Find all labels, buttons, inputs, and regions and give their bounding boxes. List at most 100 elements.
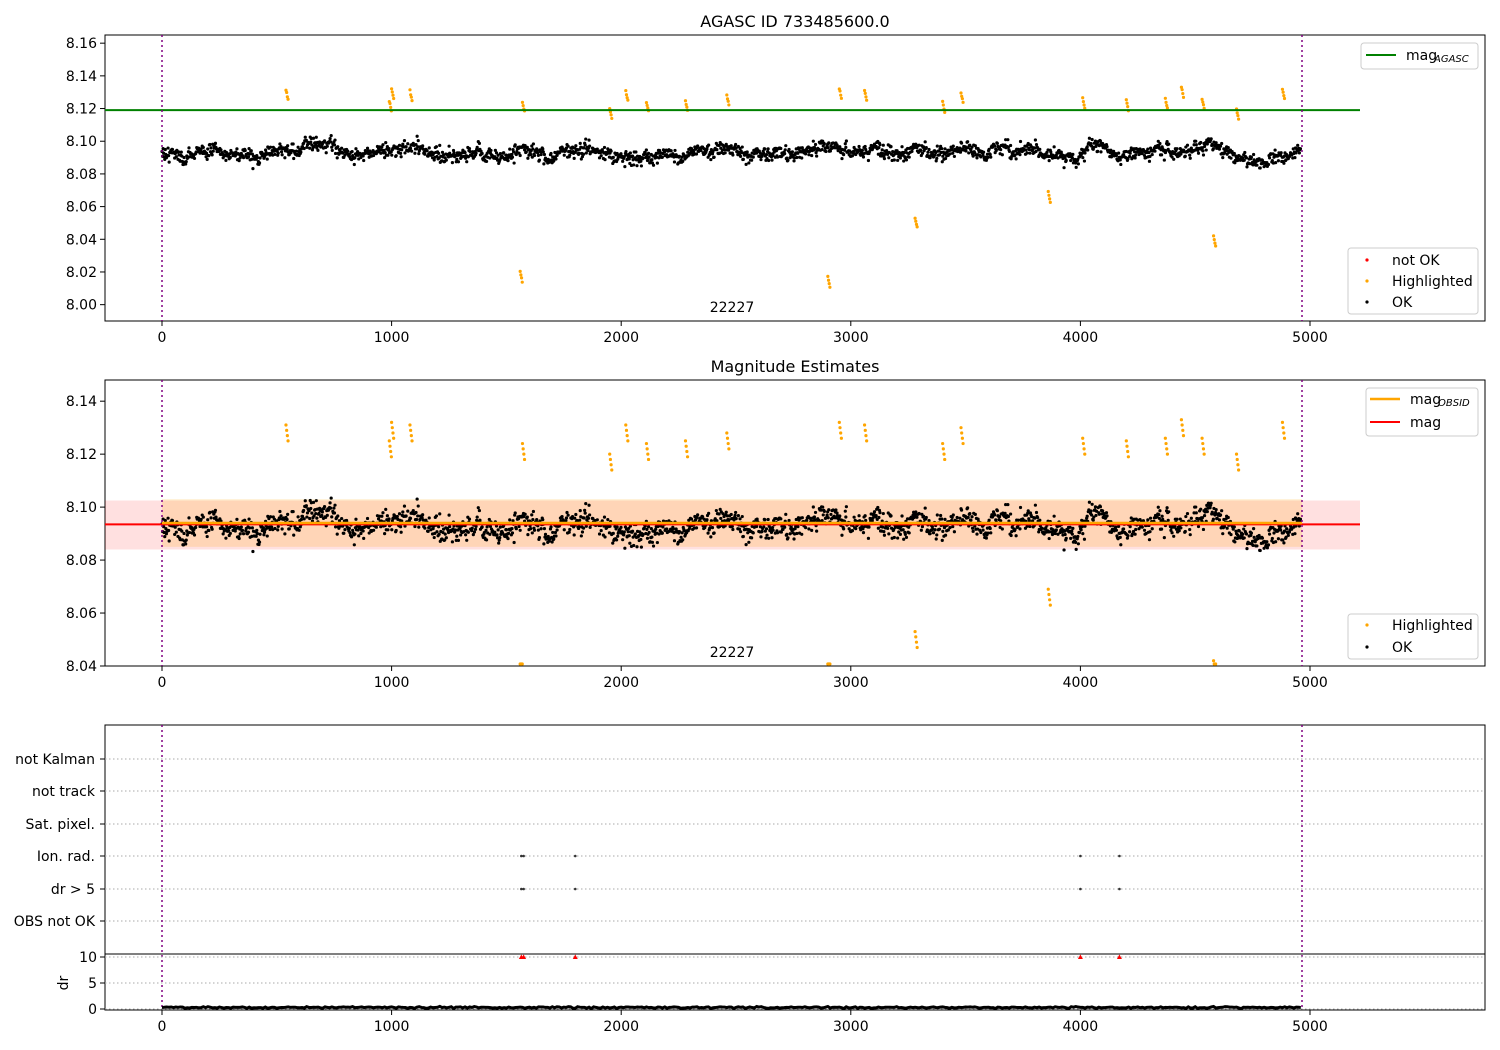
xtick-label: 1000 (374, 330, 410, 346)
ion-rad-flag (1079, 854, 1082, 858)
highlighted-point (727, 103, 731, 107)
highlighted-point (915, 645, 919, 650)
highlighted-point (521, 447, 525, 451)
highlighted-point (410, 439, 414, 443)
flag-label: Ion. rad. (37, 849, 95, 865)
highlighted-point (1164, 100, 1168, 104)
ytick-label: 8.14 (66, 69, 97, 85)
highlighted-point (645, 447, 649, 451)
highlighted-point (389, 449, 393, 454)
highlighted-point (1201, 441, 1205, 446)
highlighted-point (624, 428, 629, 432)
legend-mag-agasc: mag (1406, 48, 1437, 64)
panel2-xticks: 0 1000 2000 3000 4000 5000 (158, 666, 1328, 691)
highlighted-point (1212, 238, 1216, 242)
highlighted-point (608, 452, 612, 456)
highlighted-point (960, 97, 964, 101)
highlighted-point (862, 423, 867, 427)
highlighted-point (839, 96, 843, 100)
ytick-label: 8.00 (66, 298, 97, 314)
highlighted-point (864, 95, 868, 99)
ytick-label: 8.04 (66, 659, 97, 675)
highlighted-point (1165, 452, 1170, 456)
panel1-obsid-label: 22227 (710, 300, 755, 316)
highlighted-point (1125, 444, 1129, 448)
highlighted-point (1083, 106, 1087, 110)
highlighted-point (284, 423, 288, 427)
highlighted-point (685, 105, 689, 109)
panel2-yticks: 8.04 8.06 8.08 8.10 8.12 8.14 (66, 394, 105, 675)
panel2-points (160, 418, 1303, 666)
panel1-legend-bottom: not OK Highlighted OK (1347, 247, 1479, 315)
highlighted-point (520, 662, 524, 666)
highlighted-point (1211, 234, 1216, 238)
panel-flags: not Kalman not track Sat. pixel. Ion. rad. d… (14, 724, 1486, 1010)
legend2-highlighted: Highlighted (1392, 618, 1473, 634)
highlighted-point (941, 103, 945, 107)
highlighted-point (1126, 105, 1130, 109)
highlighted-point (838, 89, 842, 93)
highlighted-point (285, 428, 289, 432)
highlighted-point (1213, 241, 1217, 245)
highlighted-point (826, 278, 831, 282)
highlighted-point (827, 282, 831, 286)
highlighted-point (684, 102, 688, 107)
highlighted-point (610, 116, 614, 121)
highlighted-point (522, 452, 526, 456)
xtick-label: 4000 (1063, 330, 1099, 346)
highlighted-point (727, 447, 731, 451)
highlighted-point (1164, 441, 1168, 446)
panel3-axes (104, 724, 1486, 955)
highlighted-point (1211, 659, 1216, 663)
dr-marker (521, 954, 527, 959)
highlighted-point (1047, 592, 1051, 597)
highlighted-point (1236, 113, 1240, 118)
legend-mag-agasc-sub: AGASC (1433, 54, 1469, 65)
highlighted-point (408, 423, 412, 427)
highlighted-point (1214, 244, 1218, 248)
highlighted-point (1236, 468, 1241, 472)
highlighted-point (685, 449, 689, 454)
highlighted-point (624, 93, 629, 97)
highlighted-point (1282, 436, 1287, 440)
highlighted-point (409, 434, 413, 438)
highlighted-point (1048, 197, 1052, 201)
highlighted-point (521, 104, 525, 108)
highlighted-point (519, 273, 523, 277)
highlighted-point (1235, 111, 1239, 115)
highlighted-point (409, 428, 413, 432)
ion-rad-flag (1118, 854, 1121, 858)
xtick-label: 3000 (833, 1019, 869, 1035)
highlighted-point (389, 105, 393, 109)
dr-axis-label: dr (56, 975, 72, 990)
ytick-label: 8.08 (66, 167, 97, 183)
panel4-axes (104, 953, 1486, 1011)
highlighted-point (1125, 101, 1129, 105)
highlighted-point (1126, 449, 1130, 454)
highlighted-point (1201, 103, 1206, 107)
xtick-label: 4000 (1063, 1019, 1099, 1035)
flag-label: not track (32, 784, 96, 800)
highlighted-point (865, 98, 869, 102)
highlighted-point (520, 100, 525, 104)
xtick-label: 5000 (1292, 675, 1328, 691)
highlighted-point (389, 455, 393, 459)
highlighted-point (1282, 431, 1286, 435)
highlighted-point (625, 434, 629, 438)
highlighted-point (726, 99, 730, 103)
highlighted-point (864, 434, 868, 438)
highlighted-point (959, 426, 963, 430)
highlighted-point (1282, 93, 1286, 98)
highlighted-point (915, 225, 919, 229)
highlighted-point (725, 436, 730, 440)
xtick-label: 2000 (603, 330, 639, 346)
highlighted-point (390, 426, 394, 430)
ytick-label: 8.02 (66, 265, 97, 281)
legend-mag-obsid-sub: OBSID (1438, 398, 1470, 409)
highlighted-point (1282, 96, 1287, 101)
highlighted-point (726, 441, 730, 446)
panel1-title: AGASC ID 733485600.0 (700, 12, 889, 31)
xtick-label: 3000 (833, 330, 869, 346)
highlighted-point (1046, 587, 1050, 591)
highlighted-point (285, 90, 289, 95)
